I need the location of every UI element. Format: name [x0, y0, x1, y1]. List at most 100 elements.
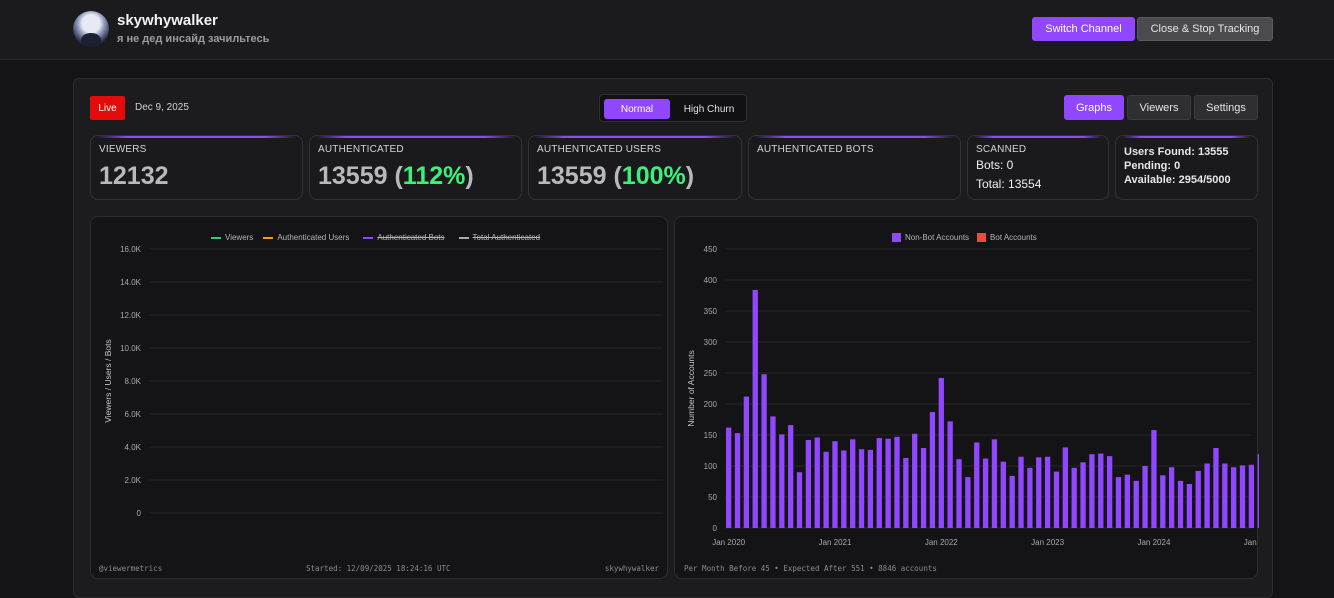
bar-non-bot-accounts — [1027, 467, 1033, 528]
bar-non-bot-accounts — [1106, 456, 1113, 528]
viewers-value: 12132 — [99, 162, 169, 190]
bar-y-axis-label: Number of Accounts — [686, 350, 696, 427]
legend-total-swatch — [458, 236, 469, 239]
bar-non-bot-accounts — [770, 416, 776, 528]
bar-non-bot-accounts — [1115, 477, 1122, 528]
legend-auth-bots-swatch — [363, 236, 374, 239]
bar-non-bot-accounts — [947, 421, 953, 528]
legend-authenticated-users[interactable]: Authenticated Users — [277, 233, 350, 242]
users-found-card: Users Found: 13555 Pending: 0 Available:… — [1115, 135, 1258, 200]
bar-non-bot-accounts — [841, 450, 847, 528]
bar-non-bot-accounts — [1062, 447, 1068, 528]
close-stop-tracking-button[interactable]: Close & Stop Tracking — [1137, 17, 1273, 41]
bar-x-tick-label: Jan 2024 — [1137, 538, 1170, 547]
line-chart-plot: 0 2.0K 4.0K 6.0K 8.0K 10.0K 12.0K 14.0K 16.0K Vie… — [103, 245, 663, 518]
bar-non-bot-accounts — [1036, 457, 1042, 528]
bar-non-bot-accounts — [1186, 483, 1193, 528]
bar-non-bot-accounts — [929, 412, 936, 528]
tab-graphs[interactable]: Graphs — [1064, 95, 1124, 120]
authenticated-users-value: 13559 (100%) — [537, 162, 694, 191]
scanned-card: SCANNED Bots: 0 Total: 13554 — [967, 135, 1109, 200]
bar-non-bot-accounts — [1098, 453, 1104, 528]
bar-non-bot-accounts — [885, 438, 891, 528]
legend-non-bot-swatch — [892, 233, 901, 242]
switch-channel-button[interactable]: Switch Channel — [1032, 17, 1135, 41]
line-footer-brand: @viewermetrics — [99, 564, 163, 573]
bar-y-tick-label: 0 — [713, 524, 718, 533]
bar-non-bot-accounts — [894, 436, 900, 528]
bar-x-tick-label: Jan 2022 — [925, 538, 958, 547]
line-y-tick-label: 4.0K — [125, 443, 142, 452]
legend-authenticated-bots[interactable]: Authenticated Bots — [377, 233, 445, 242]
bar-non-bot-accounts — [1204, 463, 1210, 528]
legend-viewers-swatch — [211, 236, 221, 239]
bar-non-bot-accounts — [805, 439, 812, 528]
authenticated-label: AUTHENTICATED — [318, 144, 404, 155]
line-y-tick-label: 2.0K — [125, 476, 142, 485]
available: Available: 2954/5000 — [1124, 174, 1231, 186]
bar-non-bot-accounts — [788, 425, 794, 528]
bar-non-bot-accounts — [1151, 430, 1157, 528]
channel-subtitle: я не дед инсайд зачильтесь — [117, 33, 270, 45]
authenticated-value: 13559 (112%) — [318, 162, 474, 191]
mode-normal-button[interactable]: Normal — [604, 99, 670, 119]
bar-non-bot-accounts — [982, 458, 989, 528]
bar-non-bot-accounts — [1053, 471, 1060, 528]
line-y-tick-label: 8.0K — [125, 377, 142, 386]
line-footer-started: Started: 12/09/2025 18:24:16 UTC — [306, 564, 451, 573]
bar-non-bot-accounts — [752, 289, 758, 528]
scanned-bots: Bots: 0 — [976, 158, 1014, 172]
channel-name: skywhywalker — [117, 12, 218, 29]
bar-y-tick-label: 150 — [704, 431, 718, 440]
pending: Pending: 0 — [1124, 160, 1181, 172]
bar-non-bot-accounts — [876, 438, 882, 528]
line-y-tick-label: 0 — [137, 509, 142, 518]
mode-toggle: Normal High Churn — [599, 94, 747, 122]
bar-non-bot-accounts — [1044, 456, 1051, 528]
authenticated-bots-label: AUTHENTICATED BOTS — [757, 144, 874, 155]
line-y-tick-label: 12.0K — [120, 311, 142, 320]
bar-non-bot-accounts — [1177, 480, 1184, 528]
bar-non-bot-accounts — [1009, 475, 1015, 528]
bar-non-bot-accounts — [1071, 467, 1077, 528]
viewers-label: VIEWERS — [99, 144, 147, 155]
legend-non-bot-accounts[interactable]: Non-Bot Accounts — [905, 233, 970, 242]
legend-auth-users-swatch — [263, 236, 274, 239]
bar-non-bot-accounts — [1133, 480, 1139, 528]
bar-non-bot-accounts — [858, 449, 865, 528]
bar-non-bot-accounts — [903, 457, 909, 528]
bar-non-bot-accounts — [912, 433, 918, 528]
bar-y-tick-label: 100 — [704, 462, 718, 471]
scanned-total: Total: 13554 — [976, 177, 1042, 191]
legend-total-authenticated[interactable]: Total Authenticated — [472, 233, 541, 242]
bar-y-tick-label: 200 — [704, 400, 718, 409]
bar-non-bot-accounts — [1124, 474, 1130, 528]
line-y-tick-label: 10.0K — [120, 344, 142, 353]
authenticated-bots-card: AUTHENTICATED BOTS — [748, 135, 961, 200]
bar-non-bot-accounts — [1142, 466, 1148, 528]
legend-bot-accounts[interactable]: Bot Accounts — [990, 233, 1037, 242]
bar-non-bot-accounts — [1080, 462, 1086, 528]
bar-non-bot-accounts — [1248, 464, 1255, 528]
bar-x-tick-label: Jan 2021 — [819, 538, 852, 547]
bar-non-bot-accounts — [867, 449, 874, 528]
bar-non-bot-accounts — [1213, 448, 1219, 528]
scanned-label: SCANNED — [976, 144, 1027, 155]
line-y-tick-label: 16.0K — [120, 245, 142, 254]
tab-viewers[interactable]: Viewers — [1127, 95, 1191, 120]
viewers-card: VIEWERS 12132 — [90, 135, 303, 200]
bar-non-bot-accounts — [1018, 456, 1024, 528]
bar-non-bot-accounts — [938, 377, 944, 528]
bar-footer: Per Month Before 45 • Expected After 551… — [684, 564, 937, 573]
authenticated-close-paren: ) — [465, 162, 474, 190]
bar-non-bot-accounts — [956, 459, 962, 528]
mode-high-churn-button[interactable]: High Churn — [683, 103, 735, 115]
legend-viewers[interactable]: Viewers — [225, 233, 254, 242]
bar-x-tick-label: Jan 2023 — [1031, 538, 1064, 547]
bar-non-bot-accounts — [1169, 467, 1175, 528]
bar-non-bot-accounts — [796, 472, 803, 528]
stream-date: Dec 9, 2025 — [135, 102, 189, 113]
tab-settings[interactable]: Settings — [1194, 95, 1258, 120]
bar-non-bot-accounts — [1239, 465, 1246, 528]
authenticated-percent: 112% — [402, 162, 466, 190]
